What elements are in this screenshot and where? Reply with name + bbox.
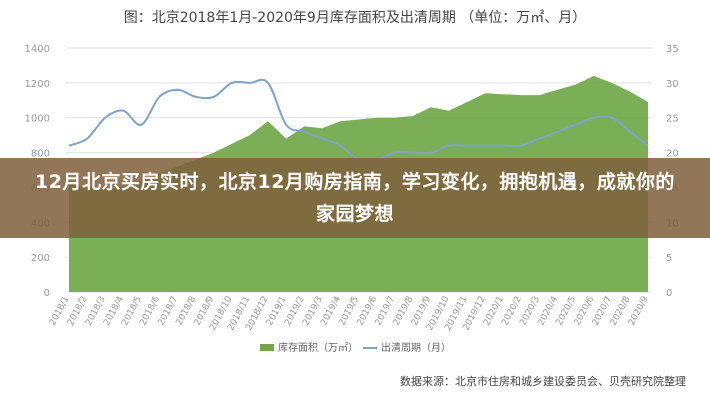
legend-line-label: 出清周期（月） bbox=[381, 341, 451, 354]
right-tick-label: 0 bbox=[666, 288, 672, 299]
x-axis-ticks: 2018/12018/22018/32018/42018/52018/62018… bbox=[48, 294, 651, 332]
right-tick-label: 20 bbox=[666, 149, 679, 160]
headline-text: 12月北京买房实时，北京12月购房指南，学习变化，拥抱机遇，成就你的家园梦想 bbox=[35, 171, 675, 225]
chart-title: 图：北京2018年1月-2020年9月库存面积及出清周期 （单位：万㎡、月） bbox=[124, 10, 587, 26]
right-tick-label: 5 bbox=[666, 253, 672, 264]
left-tick-label: 1200 bbox=[25, 79, 50, 90]
source-note: 数据来源：北京市住房和城乡建设委员会、贝壳研究院整理 bbox=[400, 374, 686, 388]
left-tick-label: 800 bbox=[31, 149, 50, 160]
right-tick-label: 30 bbox=[666, 79, 679, 90]
right-tick-label: 35 bbox=[666, 44, 679, 55]
left-tick-label: 1000 bbox=[25, 114, 50, 125]
left-tick-label: 1400 bbox=[25, 44, 50, 55]
left-tick-label: 0 bbox=[44, 288, 50, 299]
headline-banner: 12月北京买房实时，北京12月购房指南，学习变化，拥抱机遇，成就你的家园梦想 bbox=[0, 158, 710, 238]
legend-area-label: 库存面积（万㎡） bbox=[278, 341, 358, 354]
legend: 库存面积（万㎡） 出清周期（月） bbox=[260, 341, 451, 354]
left-tick-label: 200 bbox=[31, 253, 50, 264]
legend-area-swatch bbox=[260, 344, 274, 351]
right-tick-label: 25 bbox=[666, 114, 679, 125]
